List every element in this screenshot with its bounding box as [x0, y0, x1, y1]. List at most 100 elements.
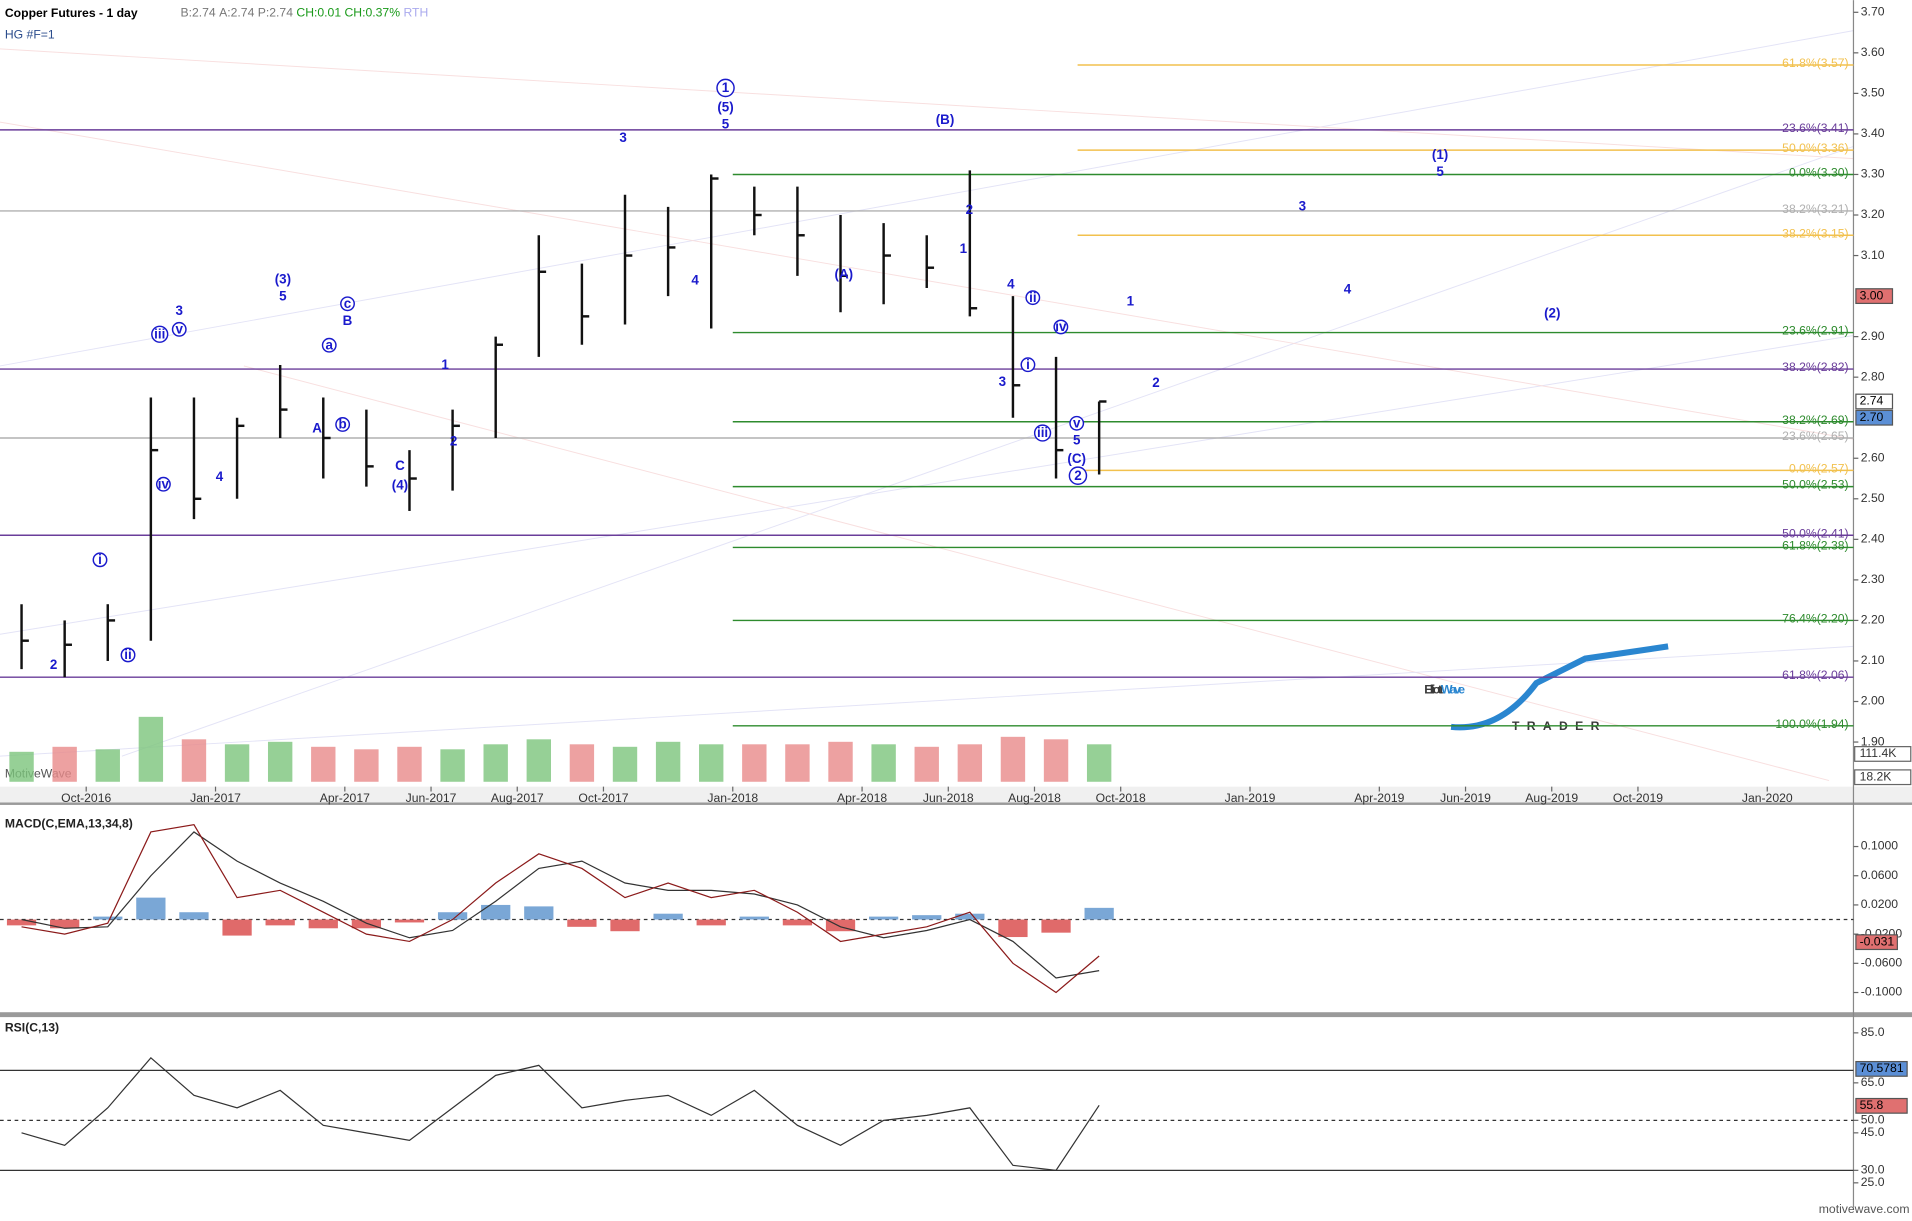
trend-line [0, 334, 1854, 635]
wave-label: a [326, 337, 334, 352]
trend-line [0, 48, 1854, 160]
fib-label: 100.0%(1.94) [1775, 717, 1848, 731]
y-tick-label: 3.20 [1861, 207, 1885, 221]
tag-label: -0.031 [1860, 934, 1895, 948]
y-tick-label: 2.80 [1861, 369, 1885, 383]
wave-label: ii [124, 647, 131, 662]
volume-bar [526, 739, 551, 782]
y-tick-label: 1.90 [1861, 734, 1885, 748]
volume-bar [95, 749, 120, 782]
x-tick-label: Jan-2019 [1225, 791, 1276, 805]
price-tag-box [1855, 393, 1894, 410]
fib-label: 23.6%(2.91) [1782, 324, 1848, 338]
wave-label: 5 [1073, 432, 1081, 447]
wave-label: (2) [1544, 306, 1560, 321]
fib-label: 50.0%(3.36) [1782, 141, 1848, 155]
pane-separator [0, 802, 1912, 805]
histogram-bar [912, 915, 942, 920]
quote: CH:0.37% [345, 6, 401, 20]
wave-label: iv [1055, 319, 1067, 334]
wave-label: i [98, 552, 102, 567]
symbol: HG #F=1 [5, 28, 55, 42]
histogram-bar [136, 897, 166, 920]
wave-circle [155, 476, 171, 492]
x-tick-label: Aug-2017 [491, 791, 544, 805]
wave-label: 3 [1299, 198, 1306, 213]
histogram-bar [222, 919, 252, 936]
volume-bar [914, 746, 939, 782]
wave-label: 4 [1344, 281, 1352, 296]
volume-bar [828, 741, 853, 782]
trend-line [0, 30, 1854, 367]
wave-label: 2 [966, 202, 973, 217]
y-tick-label: 3.60 [1861, 45, 1885, 59]
y-tick-label: 2.50 [1861, 491, 1885, 505]
volume-bar [311, 746, 336, 782]
volume-bar [1086, 744, 1112, 782]
y-tick-label: -0.1000 [1861, 985, 1903, 999]
fib-label: 23.6%(3.41) [1782, 121, 1848, 135]
wave-label: 3 [176, 303, 183, 318]
histogram-bar [782, 919, 813, 926]
histogram-bar [653, 913, 683, 920]
tag-box [1855, 1060, 1908, 1077]
y-tick-label: 2.10 [1861, 653, 1885, 667]
wave-circle [1033, 424, 1052, 442]
fib-label: 61.8%(3.57) [1782, 56, 1848, 70]
footer: motivewave.com [1819, 1202, 1910, 1216]
histogram-bar [1041, 919, 1071, 933]
logo: ElliottWave [1424, 683, 1465, 697]
x-tick-label: Jun-2017 [406, 791, 457, 805]
wave-label: 2 [1152, 375, 1159, 390]
wave-circle [716, 78, 735, 98]
histogram-bar [351, 919, 382, 929]
wave-label: (3) [275, 272, 291, 287]
wave-label: A [312, 420, 322, 435]
wave-circle [321, 337, 337, 353]
volume-bar [483, 744, 508, 782]
histogram-bar [998, 919, 1028, 938]
wave-circle [1069, 415, 1085, 431]
wave-circle [335, 417, 351, 432]
histogram-bar [610, 919, 640, 932]
histogram-bar [481, 904, 511, 920]
wave-label: v [176, 322, 184, 337]
x-tick-label: Oct-2019 [1613, 791, 1663, 805]
y-tick-label: 3.70 [1861, 5, 1885, 19]
x-tick-label: Jun-2019 [1440, 791, 1491, 805]
tag-label: 70.5781 [1860, 1061, 1904, 1075]
y-tick-label: 2.40 [1861, 532, 1885, 546]
histogram-bar [394, 919, 425, 923]
quote: CH:0.01 [296, 6, 341, 20]
x-tick-label: Oct-2016 [61, 791, 111, 805]
wave-label: 4 [1007, 276, 1015, 291]
y-tick-label: 25.0 [1861, 1175, 1885, 1189]
volume-bar [52, 746, 77, 782]
price-tag-box [1855, 409, 1894, 426]
wave-label: i [1026, 357, 1030, 372]
volume-bar [785, 744, 810, 782]
wave-circle [1025, 290, 1041, 306]
histogram-bar [868, 916, 899, 920]
tag-box [1855, 1097, 1908, 1114]
quote: P:2.74 [258, 6, 293, 20]
wave-label: 4 [691, 273, 699, 288]
wave-label: (4) [392, 478, 408, 493]
y-tick-label: 45.0 [1861, 1125, 1885, 1139]
quote: A:2.74 [219, 6, 254, 20]
wave-label: 2 [50, 657, 57, 672]
y-tick-label: 3.10 [1861, 248, 1885, 262]
y-tick-label: 0.0200 [1861, 897, 1898, 911]
wave-label: 5 [1436, 164, 1444, 179]
x-tick-label: Oct-2018 [1096, 791, 1146, 805]
wave-label: iii [154, 326, 165, 341]
wave-label: (1) [1432, 147, 1448, 162]
y-tick-label: 2.60 [1861, 450, 1885, 464]
wave-label: 5 [279, 289, 287, 304]
histogram-bar [437, 912, 468, 920]
histogram-bar [6, 919, 37, 926]
wave-label: 1 [441, 357, 449, 372]
